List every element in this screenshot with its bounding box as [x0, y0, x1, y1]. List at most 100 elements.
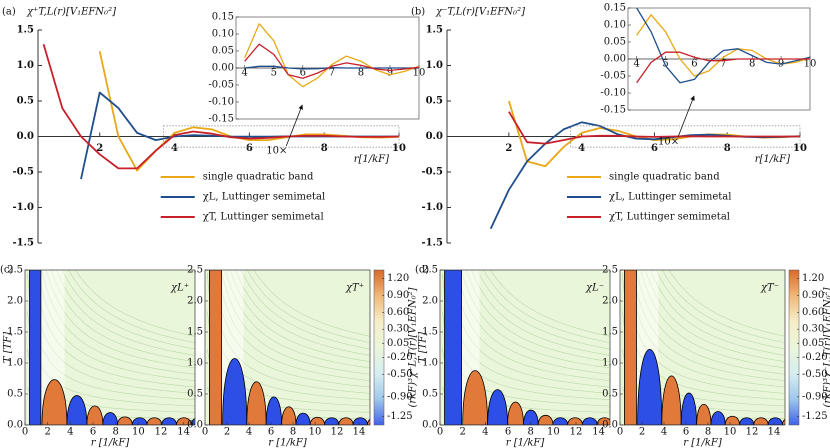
y-tick-label: 1.0 — [187, 358, 203, 369]
contour-line — [650, 270, 785, 356]
x-axis-label: r[1/kF] — [354, 154, 389, 165]
panel-label: (b) — [411, 7, 425, 18]
strip — [29, 270, 42, 425]
panel-title: χL⁺ — [170, 283, 189, 294]
legend-label: χL, Luttinger semimetal — [203, 192, 325, 203]
x-tick-label: 10 — [413, 68, 426, 79]
series-line — [42, 43, 399, 170]
y-axis-label: χ⁺T,L(r)[V₁EFN₀²] — [26, 7, 116, 18]
lobe — [41, 379, 68, 425]
x-tick-label: 8 — [358, 68, 364, 79]
annotation-arrow — [677, 95, 695, 138]
colorbar-tick-label: 0.30 — [802, 324, 824, 335]
x-tick-label: 6 — [651, 143, 658, 154]
inset-region — [570, 125, 801, 148]
colorbar-tick-label: -0.90 — [802, 391, 828, 402]
y-tick-label: 2.0 — [602, 296, 618, 307]
y-tick-label: 1.5 — [426, 25, 443, 36]
y-tick-label: 1.0 — [7, 358, 23, 369]
y-tick-label: 0.15 — [604, 3, 626, 14]
y-tick-label: 1.0 — [426, 60, 443, 71]
y-tick-label: 2.5 — [602, 265, 618, 276]
frame — [439, 269, 611, 426]
y-tick-label: 1.5 — [602, 327, 618, 338]
colorbar-label: (rkF)³χ⁻L,T(r)[V₁EFN₀²] — [823, 287, 830, 407]
x-tick-label: 10 — [132, 427, 145, 438]
y-tick-label: 1.5 — [187, 327, 203, 338]
x-tick-label: 0 — [22, 427, 28, 438]
y-tick-label: 0.5 — [426, 96, 443, 107]
colorbar-tick-label: 0.05 — [802, 338, 824, 349]
x-tick-label: 0 — [202, 427, 208, 438]
y-tick-label: 0.5 — [422, 389, 438, 400]
y-tick-label: -1.0 — [421, 202, 443, 213]
series-line — [636, 51, 810, 84]
y-tick-label: 2.0 — [187, 296, 203, 307]
x-tick-label: 2 — [224, 427, 230, 438]
y-tick-label: 1.5 — [422, 327, 438, 338]
strip — [208, 270, 222, 425]
colorbar-tick-label: 0.60 — [802, 307, 824, 318]
lobe — [637, 349, 663, 425]
legend-label: χT, Luttinger semimetal — [203, 212, 324, 223]
x-tick-label: 8 — [321, 143, 328, 154]
x-tick-label: 0 — [437, 427, 443, 438]
y-tick-label: 0.5 — [17, 96, 34, 107]
x-tick-label: 4 — [171, 143, 178, 154]
x-tick-label: 10 — [392, 143, 406, 154]
x-tick-label: 14 — [768, 427, 781, 438]
y-tick-label: 1.0 — [17, 60, 34, 71]
lobe — [190, 418, 195, 425]
y-tick-label: 0.15 — [212, 12, 234, 23]
x-tick-label: 4 — [246, 427, 252, 438]
series-line — [508, 111, 800, 145]
series-line — [636, 8, 810, 84]
contour-line — [253, 270, 370, 337]
x-tick-label: 14 — [177, 427, 190, 438]
x-axis-label: r [1/kF] — [91, 438, 130, 448]
legend-label: χL, Luttinger semimetal — [609, 192, 731, 203]
x-tick-label: 6 — [505, 427, 511, 438]
y-tick-label: -0.05 — [208, 80, 234, 91]
colorbar — [373, 269, 385, 426]
lobe — [462, 370, 489, 425]
colorbar-tick-label: 0.05 — [387, 338, 409, 349]
series-line — [244, 43, 419, 79]
colorbar-tick-label: 0.90 — [802, 290, 824, 301]
x-tick-label: 12 — [155, 427, 168, 438]
y-tick-label: 0.0 — [7, 420, 23, 431]
lobe — [782, 418, 785, 425]
strip — [444, 270, 462, 425]
x-tick-label: 6 — [90, 427, 96, 438]
contour-line — [662, 270, 785, 343]
colorbar-tick-label: 1.20 — [802, 273, 824, 284]
x-tick-label: 4 — [633, 59, 639, 70]
y-tick-label: 2.5 — [7, 265, 23, 276]
frame — [619, 269, 786, 426]
colorbar-tick-label: -0.20 — [387, 352, 413, 363]
y-tick-label: -0.05 — [600, 71, 626, 82]
contour-line — [668, 270, 785, 337]
y-tick-label: -1.5 — [421, 238, 443, 249]
x-tick-label: 8 — [112, 427, 118, 438]
panel-title: χT⁻ — [760, 283, 779, 294]
y-tick-label: 0.05 — [212, 46, 234, 57]
lobe — [596, 417, 610, 425]
x-tick-label: 4 — [67, 427, 73, 438]
y-axis-label: χ⁻T,L(r)[V₁EFN₀²] — [435, 7, 525, 18]
colorbar-tick-label: -0.50 — [387, 369, 413, 380]
annotation: 10× — [266, 146, 287, 157]
y-tick-label: 2.0 — [7, 296, 23, 307]
colorbar-label: (rkF)³χ⁺L,T(r)[V₁EFN₀²] — [408, 287, 419, 407]
x-tick-label: 2 — [459, 427, 465, 438]
x-tick-label: 6 — [246, 143, 253, 154]
x-tick-label: 10 — [309, 427, 322, 438]
contour-line — [68, 270, 195, 343]
y-tick-label: 0.0 — [17, 131, 34, 142]
y-tick-label: -0.15 — [600, 105, 626, 116]
contour-line — [490, 270, 610, 337]
colorbar-tick-label: -1.25 — [387, 411, 413, 422]
x-tick-label: 8 — [705, 427, 711, 438]
x-tick-label: 9 — [387, 68, 393, 79]
x-tick-label: 10 — [793, 143, 807, 154]
